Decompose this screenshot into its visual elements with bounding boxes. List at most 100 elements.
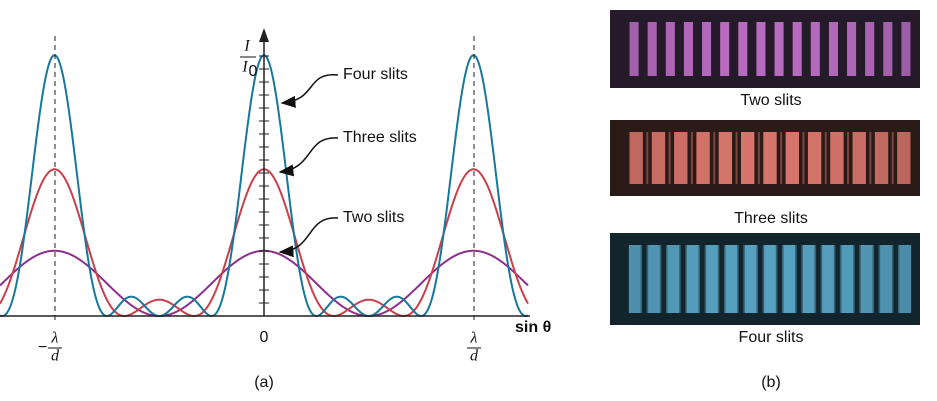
- caption: Three slits: [734, 210, 808, 227]
- fringe: [899, 245, 912, 313]
- y-axis-arrow: [259, 28, 269, 42]
- caption: Two slits: [740, 92, 801, 109]
- fringe: [794, 245, 797, 313]
- fringe: [704, 245, 707, 313]
- fringe: [852, 245, 855, 313]
- fringe: [775, 245, 778, 313]
- panel-label: (b): [761, 374, 781, 391]
- y-ticks: [259, 55, 269, 304]
- curve-label: Three slits: [343, 129, 417, 146]
- fringe: [891, 132, 894, 184]
- fringe: [683, 22, 693, 76]
- curve-label: Two slits: [343, 209, 404, 226]
- tick-den: d: [470, 348, 479, 365]
- tick-sign: −: [38, 339, 47, 356]
- fringe: [774, 22, 784, 76]
- fringe: [764, 245, 776, 313]
- fringe: [640, 245, 643, 313]
- tick-num: λ: [51, 330, 59, 347]
- fringe: [718, 132, 733, 184]
- fringe: [698, 245, 701, 313]
- fringe: [647, 22, 657, 76]
- fringe-photos: [610, 10, 920, 325]
- fringe: [674, 132, 688, 184]
- fringe: [646, 245, 649, 313]
- panel-label: (a): [254, 374, 274, 391]
- fringe: [706, 245, 718, 313]
- fringe: [743, 245, 746, 313]
- tick-den: d: [51, 348, 60, 365]
- fringe: [651, 132, 666, 184]
- fringe: [696, 132, 710, 184]
- fringe: [678, 245, 681, 313]
- fringe: [736, 245, 739, 313]
- fringe: [785, 132, 799, 184]
- fringe: [735, 132, 738, 184]
- fringe: [874, 132, 889, 184]
- fringe: [763, 132, 777, 184]
- fringe: [685, 245, 688, 313]
- fringe: [780, 132, 783, 184]
- fringe: [841, 245, 854, 313]
- fringe: [628, 245, 641, 313]
- fringe: [859, 245, 862, 313]
- fringe: [757, 132, 760, 184]
- fringe: [702, 22, 712, 76]
- fringe: [830, 132, 844, 184]
- fringe: [667, 245, 680, 313]
- fringe: [839, 245, 842, 313]
- fringe: [668, 132, 671, 184]
- fringe: [833, 245, 836, 313]
- fringe: [801, 245, 804, 313]
- fringe: [648, 245, 660, 313]
- x-axis-label: sin θ: [515, 319, 551, 336]
- fringe: [723, 245, 726, 313]
- fringe: [781, 245, 784, 313]
- fringe: [756, 245, 759, 313]
- fringe: [665, 245, 668, 313]
- fringe: [822, 245, 834, 313]
- fringe: [828, 22, 838, 76]
- fringe: [802, 132, 805, 184]
- arrow: [280, 74, 339, 108]
- fringe: [878, 245, 881, 313]
- fringe: [725, 245, 738, 313]
- tick-label: 0: [260, 329, 269, 346]
- fringe: [741, 132, 755, 184]
- fringe: [891, 245, 894, 313]
- fringe: [852, 132, 866, 184]
- fringe: [897, 132, 911, 184]
- y-label-sub: 0: [249, 63, 258, 80]
- fringe: [665, 22, 675, 76]
- fringe: [860, 245, 873, 313]
- fringe: [872, 245, 875, 313]
- fringe: [690, 132, 693, 184]
- fringe: [883, 22, 893, 76]
- fringe: [756, 22, 766, 76]
- fringe: [738, 22, 748, 76]
- y-label-den: I: [241, 59, 248, 76]
- y-label-num: I: [243, 38, 250, 55]
- fringe: [629, 22, 639, 76]
- fringe: [686, 245, 699, 313]
- tick-num: λ: [470, 330, 478, 347]
- fringe: [713, 132, 716, 184]
- fringe: [869, 132, 872, 184]
- fringe: [802, 245, 815, 313]
- fringe: [847, 22, 857, 76]
- fringe: [865, 22, 875, 76]
- fringe: [762, 245, 765, 313]
- fringe: [629, 132, 643, 184]
- caption: Four slits: [739, 329, 804, 346]
- fringe: [810, 22, 820, 76]
- fringe: [824, 132, 827, 184]
- arrow: [278, 137, 339, 177]
- fringe: [659, 245, 662, 313]
- fringe: [880, 245, 892, 313]
- fringe: [744, 245, 757, 313]
- curve-label: Four slits: [343, 66, 408, 83]
- fringe: [720, 22, 730, 76]
- fringe: [847, 132, 850, 184]
- fringe: [783, 245, 796, 313]
